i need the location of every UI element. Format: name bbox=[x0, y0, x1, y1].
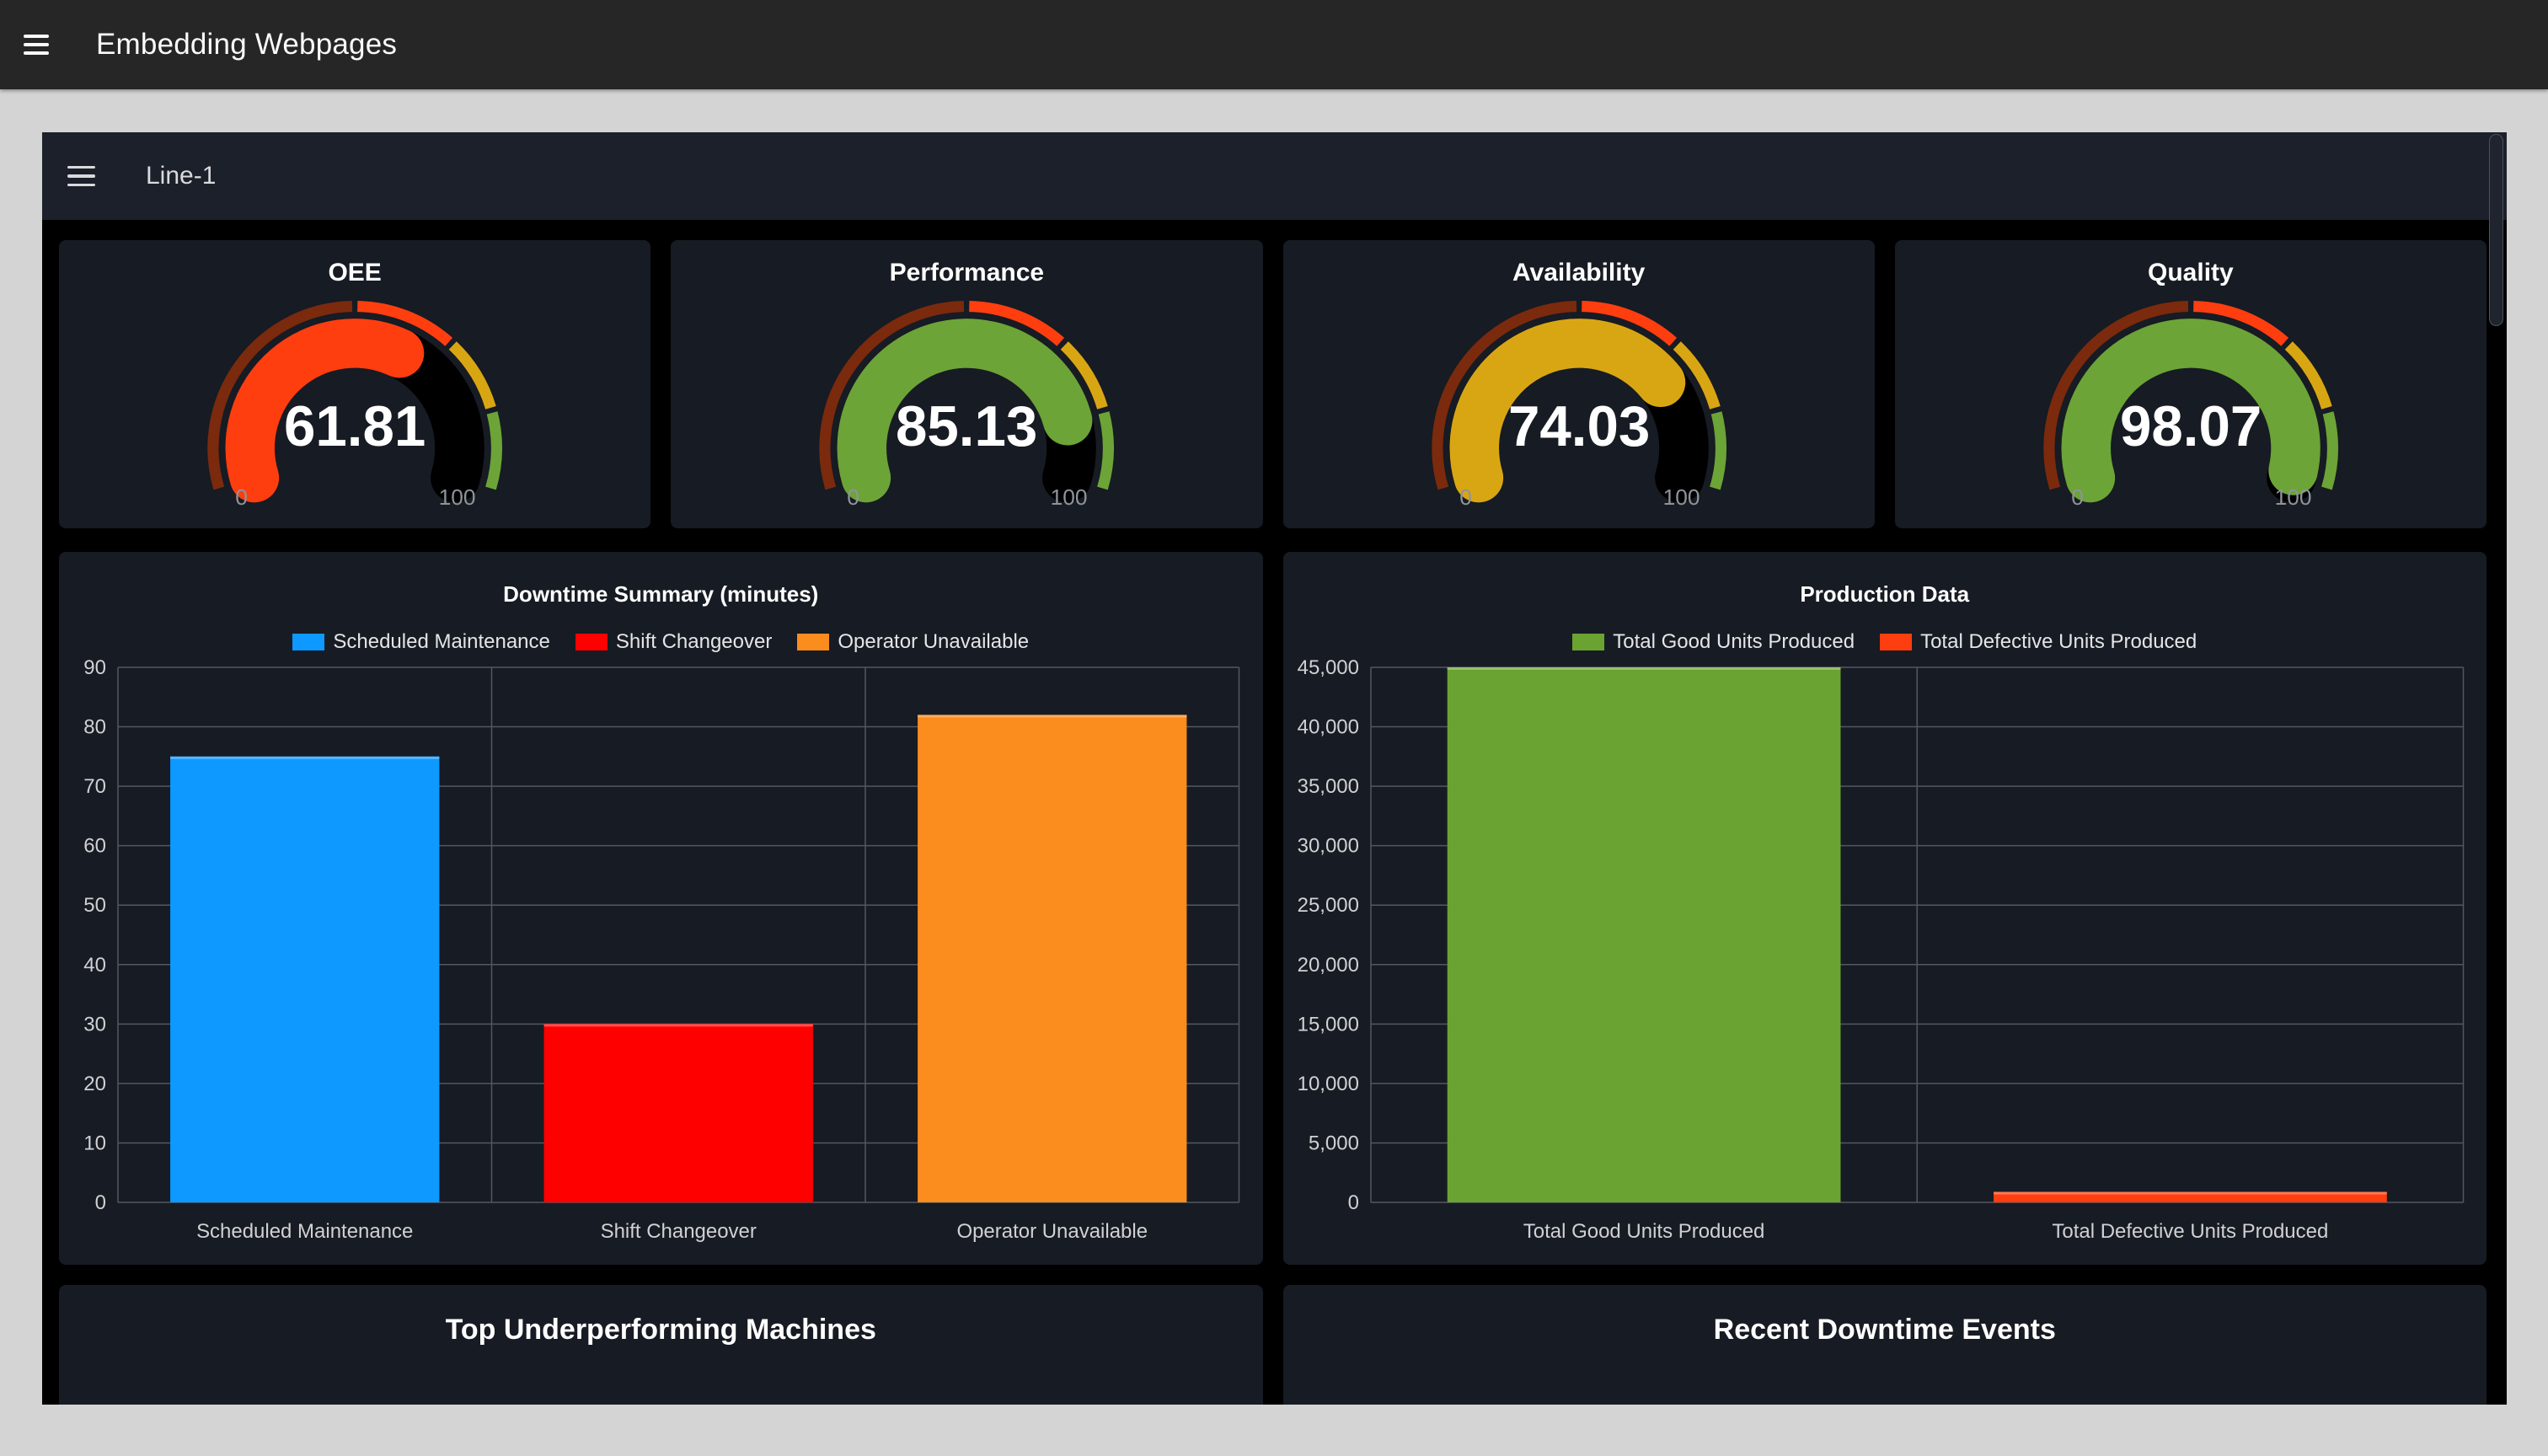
svg-text:100: 100 bbox=[1051, 484, 1088, 510]
legend-label: Shift Changeover bbox=[615, 630, 773, 653]
legend-item[interactable]: Total Defective Units Produced bbox=[1880, 630, 2197, 654]
svg-text:30,000: 30,000 bbox=[1297, 835, 1358, 858]
dashboard-header: Line-1 bbox=[42, 132, 2507, 220]
panel-title: Recent Downtime Events bbox=[1713, 1314, 2056, 1346]
svg-text:Scheduled Maintenance: Scheduled Maintenance bbox=[196, 1220, 413, 1243]
legend-item[interactable]: Scheduled Maintenance bbox=[292, 630, 550, 654]
chart-legend: Total Good Units Produced Total Defective… bbox=[1283, 630, 2487, 654]
svg-text:98.07: 98.07 bbox=[2120, 395, 2262, 458]
gauge-panel-oee: OEE 61.81 0 100 bbox=[59, 240, 651, 528]
svg-text:Shift Changeover: Shift Changeover bbox=[601, 1220, 757, 1243]
svg-text:5,000: 5,000 bbox=[1308, 1132, 1358, 1154]
quality-gauge: 98.07 0 100 bbox=[2043, 300, 2338, 510]
dashboard-menu-icon[interactable] bbox=[67, 163, 95, 190]
svg-text:35,000: 35,000 bbox=[1297, 775, 1358, 798]
svg-text:15,000: 15,000 bbox=[1297, 1013, 1358, 1036]
legend-swatch bbox=[292, 634, 325, 650]
app-title: Embedding Webpages bbox=[96, 28, 398, 61]
scrollbar-track[interactable] bbox=[2489, 132, 2504, 1405]
svg-text:25,000: 25,000 bbox=[1297, 894, 1358, 917]
gauge-row: OEE 61.81 0 100 Performance 85.13 0 100 Avai… bbox=[59, 240, 2486, 528]
svg-text:10: 10 bbox=[83, 1132, 106, 1154]
legend-swatch bbox=[575, 634, 608, 650]
svg-text:Total Defective Units Produced: Total Defective Units Produced bbox=[2052, 1220, 2328, 1243]
embedded-dashboard-frame: Line-1 OEE 61.81 0 100 Performance 85.13 0 1… bbox=[42, 132, 2507, 1405]
svg-text:0: 0 bbox=[1459, 484, 1472, 510]
svg-text:100: 100 bbox=[1662, 484, 1700, 510]
svg-text:80: 80 bbox=[83, 716, 106, 739]
downtime-summary-chart: 0 10 20 30 40 50 60 70 80 90 Scheduled Maintenance… bbox=[83, 656, 1240, 1243]
svg-text:20: 20 bbox=[83, 1073, 106, 1095]
svg-text:74.03: 74.03 bbox=[1507, 395, 1649, 458]
svg-text:100: 100 bbox=[439, 484, 476, 510]
top-app-bar: Embedding Webpages bbox=[0, 0, 2548, 89]
svg-text:0: 0 bbox=[847, 484, 859, 510]
dashboard-content: OEE 61.81 0 100 Performance 85.13 0 100 Avai… bbox=[42, 220, 2507, 1405]
downtime-summary-panel: Downtime Summary (minutes) Scheduled Mai… bbox=[59, 552, 1263, 1265]
legend-swatch bbox=[797, 634, 830, 650]
svg-text:90: 90 bbox=[83, 656, 106, 679]
scrollbar-thumb[interactable] bbox=[2489, 134, 2503, 326]
recent-downtime-events-panel: Recent Downtime Events bbox=[1282, 1285, 2486, 1405]
svg-text:100: 100 bbox=[2274, 484, 2311, 510]
svg-text:0: 0 bbox=[235, 484, 248, 510]
panel-title: Availability bbox=[1512, 259, 1646, 286]
svg-text:20,000: 20,000 bbox=[1297, 954, 1358, 977]
svg-text:60: 60 bbox=[83, 835, 106, 858]
production-data-panel: Production Data Total Good Units Produce… bbox=[1282, 552, 2487, 1265]
panel-title: Downtime Summary (minutes) bbox=[503, 581, 819, 607]
svg-text:85.13: 85.13 bbox=[896, 395, 1037, 458]
legend-item[interactable]: Total Good Units Produced bbox=[1572, 630, 1855, 654]
svg-text:61.81: 61.81 bbox=[284, 395, 426, 458]
oee-gauge: 61.81 0 100 bbox=[207, 300, 502, 510]
panel-title: Quality bbox=[2148, 259, 2234, 286]
performance-gauge: 85.13 0 100 bbox=[819, 300, 1115, 510]
chart-legend: Scheduled Maintenance Shift Changeover Ope… bbox=[59, 630, 1263, 654]
app-menu-icon[interactable] bbox=[24, 32, 49, 57]
legend-label: Total Good Units Produced bbox=[1613, 630, 1855, 653]
svg-text:30: 30 bbox=[83, 1013, 106, 1036]
dashboard-title: Line-1 bbox=[146, 162, 217, 190]
gauge-panel-quality: Quality 98.07 0 100 bbox=[1894, 240, 2486, 528]
svg-text:45,000: 45,000 bbox=[1297, 656, 1358, 679]
gauge-panel-performance: Performance 85.13 0 100 bbox=[671, 240, 1263, 528]
svg-text:10,000: 10,000 bbox=[1297, 1073, 1358, 1095]
legend-item[interactable]: Operator Unavailable bbox=[797, 630, 1029, 654]
legend-item[interactable]: Shift Changeover bbox=[575, 630, 772, 654]
panel-title: Top Underperforming Machines bbox=[445, 1314, 876, 1346]
svg-text:Total Good Units Produced: Total Good Units Produced bbox=[1523, 1220, 1764, 1243]
svg-text:0: 0 bbox=[2071, 484, 2084, 510]
svg-text:50: 50 bbox=[83, 894, 106, 917]
svg-text:70: 70 bbox=[83, 775, 106, 798]
svg-text:40,000: 40,000 bbox=[1297, 716, 1358, 739]
svg-text:0: 0 bbox=[1347, 1191, 1358, 1214]
bottom-row: Top Underperforming Machines Recent Down… bbox=[59, 1285, 2486, 1405]
legend-swatch bbox=[1572, 634, 1605, 650]
panel-title: Production Data bbox=[1800, 581, 1970, 607]
chart-row: Downtime Summary (minutes) Scheduled Mai… bbox=[59, 552, 2486, 1265]
legend-label: Total Defective Units Produced bbox=[1920, 630, 2197, 653]
panel-title: OEE bbox=[328, 259, 382, 286]
availability-gauge: 74.03 0 100 bbox=[1431, 300, 1726, 510]
gauge-panel-availability: Availability 74.03 0 100 bbox=[1282, 240, 1875, 528]
production-data-chart: 0 5,000 10,000 15,000 20,000 25,000 30,000 35,0… bbox=[1297, 656, 2464, 1243]
svg-text:0: 0 bbox=[95, 1191, 106, 1214]
legend-label: Scheduled Maintenance bbox=[333, 630, 550, 653]
svg-text:Operator Unavailable: Operator Unavailable bbox=[956, 1220, 1148, 1243]
top-underperforming-machines-panel: Top Underperforming Machines bbox=[59, 1285, 1263, 1405]
svg-text:40: 40 bbox=[83, 954, 106, 977]
panel-title: Performance bbox=[889, 259, 1045, 286]
legend-label: Operator Unavailable bbox=[838, 630, 1030, 653]
legend-swatch bbox=[1880, 634, 1913, 650]
